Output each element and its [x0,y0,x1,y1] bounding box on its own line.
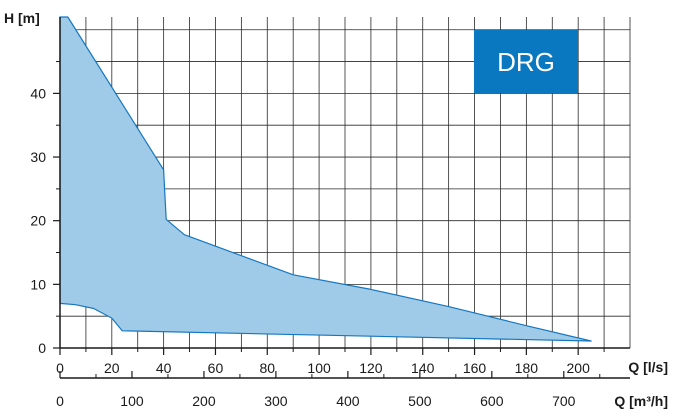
x-tick-label: 40 [156,360,172,376]
badge-background [474,30,578,93]
x-tick-label: 60 [208,360,224,376]
axes [53,17,630,379]
x2-tick-label: 700 [552,393,576,409]
y-tick-label: 0 [38,340,46,356]
grid [60,17,631,348]
x-tick-label: 180 [515,360,539,376]
x2-tick-label: 600 [480,393,504,409]
x-tick-label: 120 [359,360,383,376]
x-tick-label: 140 [411,360,435,376]
product-badge: DRG [474,30,578,93]
operating-range-area [59,16,592,342]
badge-label: DRG [497,47,555,77]
x2-tick-label: 100 [120,393,144,409]
y-tick-label: 10 [30,276,46,292]
x-tick-label: 100 [307,360,331,376]
y-tick-label: 30 [30,149,46,165]
x2-tick-label: 300 [264,393,288,409]
x-tick-label: 0 [56,360,64,376]
x-tick-label: 20 [104,360,120,376]
x2-tick-label: 200 [192,393,216,409]
x-tick-label: 80 [259,360,275,376]
x-tick-label: 160 [463,360,487,376]
y-tick-label: 40 [30,85,46,101]
y-axis-title: H [m] [4,10,40,26]
x2-tick-label: 0 [56,393,64,409]
secondary-x-axis-title: Q [m³/h] [614,393,668,409]
x2-tick-label: 400 [336,393,360,409]
y-tick-label: 20 [30,213,46,229]
x-axis-title: Q [l/s] [628,359,668,375]
x2-tick-label: 500 [408,393,432,409]
x-tick-label: 200 [567,360,591,376]
